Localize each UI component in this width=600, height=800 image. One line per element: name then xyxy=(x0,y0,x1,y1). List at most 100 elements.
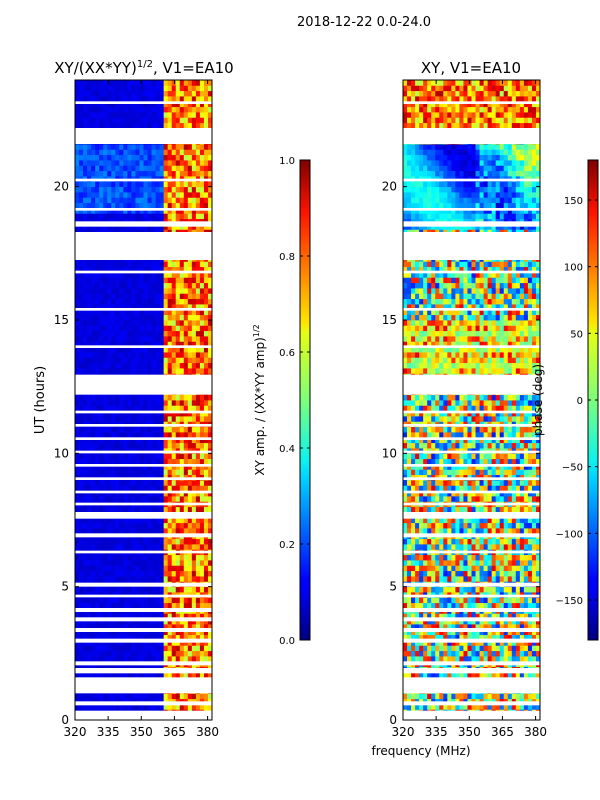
amplitude-cell xyxy=(91,101,96,108)
flagged-time-band xyxy=(75,345,212,348)
phase-cell xyxy=(511,602,517,609)
amplitude-cell xyxy=(203,544,209,550)
amplitude-cell xyxy=(127,122,132,129)
phase-cell xyxy=(439,586,444,593)
amplitude-cell xyxy=(95,122,100,129)
amplitude-cell xyxy=(111,352,116,358)
amplitude-cell xyxy=(159,597,165,604)
amplitude-cell xyxy=(191,357,197,364)
amplitude-cell xyxy=(139,181,144,188)
amplitude-cell xyxy=(199,224,205,230)
amplitude-cell xyxy=(139,202,144,209)
amplitude-cell xyxy=(111,181,116,188)
amplitude-cell xyxy=(191,282,197,289)
amplitude-cell xyxy=(203,613,209,620)
amplitude-cell xyxy=(159,272,165,278)
amplitude-cell xyxy=(87,213,92,220)
phase-cell xyxy=(459,693,464,700)
amplitude-cell xyxy=(123,506,128,513)
amplitude-cell xyxy=(139,208,144,214)
phase-cell xyxy=(535,602,540,609)
phase-cell xyxy=(435,672,440,678)
phase-cell xyxy=(439,704,444,710)
amplitude-cell xyxy=(107,469,112,476)
amplitude-cell xyxy=(159,192,165,198)
amplitude-cell xyxy=(159,288,165,294)
amplitude-cell xyxy=(203,506,209,513)
amplitude-cell xyxy=(195,154,201,161)
amplitude-cell xyxy=(159,538,165,545)
amplitude-cell xyxy=(111,496,116,502)
amplitude-cell xyxy=(103,197,108,204)
amplitude-cell xyxy=(147,213,152,220)
amplitude-cell xyxy=(131,186,136,193)
amplitude-cell xyxy=(127,490,132,497)
amplitude-cell xyxy=(87,314,92,321)
amplitude-cell xyxy=(99,266,104,273)
amplitude-cell xyxy=(119,538,124,545)
amplitude-cell xyxy=(199,565,205,572)
amplitude-cell xyxy=(207,480,212,486)
amplitude-cell xyxy=(171,624,177,630)
amplitude-cell xyxy=(87,282,92,289)
phase-cell xyxy=(515,597,521,604)
amplitude-cell xyxy=(91,90,96,97)
amplitude-cell xyxy=(139,277,144,284)
amplitude-cell xyxy=(203,560,209,566)
amplitude-cell xyxy=(195,634,201,641)
phase-cell xyxy=(499,602,505,609)
amplitude-cell xyxy=(95,629,100,636)
phase-cell xyxy=(451,645,456,652)
amplitude-cell xyxy=(167,197,173,204)
amplitude-cell xyxy=(195,656,201,662)
phase-cell xyxy=(535,613,540,620)
amplitude-cell xyxy=(151,528,156,534)
amplitude-cell xyxy=(155,106,161,113)
amplitude-cell xyxy=(131,208,136,214)
amplitude-cell xyxy=(87,277,92,284)
amplitude-cell xyxy=(155,101,161,108)
amplitude-cell xyxy=(111,336,116,342)
amplitude-cell xyxy=(195,282,201,289)
amplitude-cell xyxy=(195,112,201,118)
amplitude-cell xyxy=(103,336,108,342)
amplitude-cell xyxy=(115,346,120,353)
amplitude-cell xyxy=(107,645,112,652)
amplitude-cell xyxy=(143,320,148,326)
amplitude-cell xyxy=(107,613,112,620)
amplitude-cell xyxy=(147,560,152,566)
phase-cell xyxy=(471,672,476,678)
flagged-time-band xyxy=(75,270,212,274)
amplitude-cell xyxy=(79,560,84,566)
amplitude-cell xyxy=(143,213,148,220)
amplitude-cell xyxy=(127,704,132,710)
amplitude-cell xyxy=(183,576,189,582)
amplitude-cell xyxy=(95,160,100,166)
amplitude-cell xyxy=(147,122,152,129)
amplitude-cell xyxy=(207,90,212,97)
amplitude-cell xyxy=(115,288,120,294)
amplitude-cell xyxy=(115,112,120,118)
amplitude-cell xyxy=(127,112,132,118)
phase-cell xyxy=(511,634,517,641)
amplitude-cell xyxy=(95,618,100,625)
amplitude-cell xyxy=(207,314,212,321)
amplitude-cell xyxy=(79,464,84,470)
amplitude-cell xyxy=(79,469,84,476)
amplitude-cell xyxy=(91,570,96,577)
left-y-axis-label: UT (hours) xyxy=(33,366,48,434)
phase-cell xyxy=(511,586,517,593)
amplitude-cell xyxy=(135,613,140,620)
phase-cell xyxy=(503,624,509,630)
amplitude-cell xyxy=(135,618,140,625)
amplitude-cell xyxy=(135,181,140,188)
phase-cell xyxy=(475,704,480,710)
amplitude-cell xyxy=(127,192,132,198)
amplitude-cell xyxy=(107,266,112,273)
amplitude-cell xyxy=(203,149,209,156)
amplitude-cell xyxy=(123,400,128,406)
amplitude-cell xyxy=(155,586,161,593)
amplitude-cell xyxy=(151,506,156,513)
amplitude-cell xyxy=(139,160,144,166)
phase-cell xyxy=(451,656,456,662)
